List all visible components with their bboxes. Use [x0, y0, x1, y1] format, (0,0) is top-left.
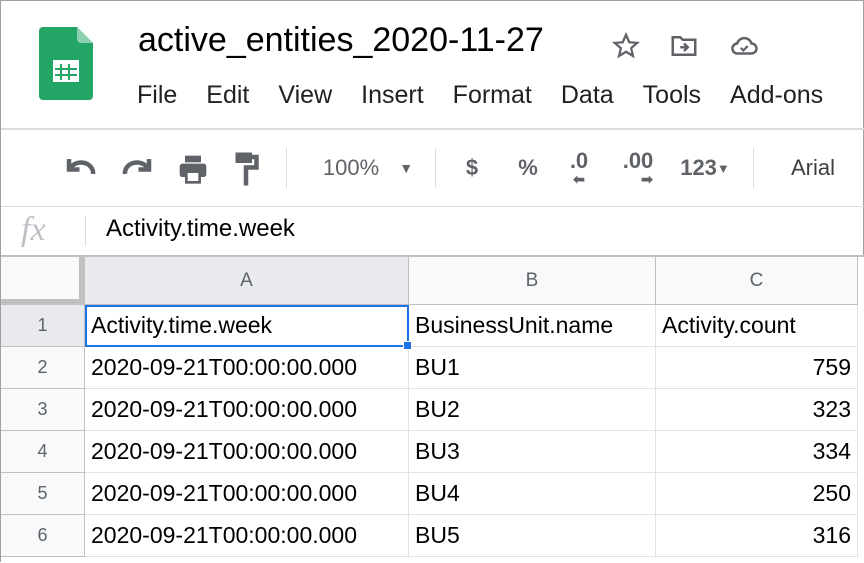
select-all-corner[interactable]	[1, 257, 85, 305]
menu-data[interactable]: Data	[560, 81, 614, 109]
cell[interactable]: 2020-09-21T00:00:00.000	[85, 389, 409, 431]
spreadsheet-grid: A B C 1 Activity.time.week BusinessUnit.na…	[1, 255, 864, 563]
arrow-right-icon: ➡	[641, 171, 653, 187]
print-icon[interactable]	[176, 153, 210, 185]
formula-input[interactable]: Activity.time.week	[106, 215, 295, 242]
menu-view[interactable]: View	[278, 81, 333, 109]
cell[interactable]: BusinessUnit.name	[409, 305, 656, 347]
cloud-saved-icon[interactable]	[729, 31, 759, 61]
selected-cell-outline	[85, 305, 409, 347]
divider	[1, 128, 864, 130]
row-header[interactable]: 5	[1, 473, 85, 515]
currency-button[interactable]: $	[465, 155, 479, 180]
increase-decimal-button[interactable]: .00 ➡	[622, 148, 654, 187]
cell[interactable]: 759	[656, 347, 858, 389]
column-header-b[interactable]: B	[409, 257, 656, 305]
row-header[interactable]: 6	[1, 515, 85, 557]
cell[interactable]: 250	[656, 473, 858, 515]
column-header-c[interactable]: C	[656, 257, 858, 305]
cell[interactable]: BU3	[409, 431, 656, 473]
sheets-logo[interactable]	[39, 27, 93, 100]
undo-icon[interactable]	[63, 153, 99, 183]
paint-format-icon[interactable]	[233, 151, 259, 187]
fx-icon: fx	[21, 211, 46, 248]
cell[interactable]: 2020-09-21T00:00:00.000	[85, 515, 409, 557]
separator	[85, 216, 86, 246]
cell[interactable]: BU1	[409, 347, 656, 389]
cell[interactable]: 2020-09-21T00:00:00.000	[85, 347, 409, 389]
divider	[1, 206, 864, 207]
chevron-down-icon: ▼	[716, 160, 730, 176]
menu-tools[interactable]: Tools	[642, 81, 702, 109]
cell[interactable]: Activity.count	[656, 305, 858, 347]
cell[interactable]: BU5	[409, 515, 656, 557]
menu-insert[interactable]: Insert	[361, 81, 424, 109]
separator	[753, 148, 754, 188]
cell[interactable]: 316	[656, 515, 858, 557]
percent-button[interactable]: %	[518, 155, 538, 180]
zoom-value: 100%	[322, 155, 380, 180]
row-header[interactable]: 4	[1, 431, 85, 473]
menu-addons[interactable]: Add-ons	[730, 81, 824, 109]
move-folder-icon[interactable]	[669, 31, 699, 61]
zoom-select[interactable]: 100% ▼	[313, 151, 423, 185]
font-select[interactable]: Arial	[790, 155, 835, 180]
document-title[interactable]: active_entities_2020-11-27	[138, 21, 544, 59]
cell[interactable]: 2020-09-21T00:00:00.000	[85, 431, 409, 473]
chevron-down-icon: ▼	[399, 160, 414, 176]
decrease-decimal-button[interactable]: .0 ⬅	[569, 148, 589, 187]
cell[interactable]: 2020-09-21T00:00:00.000	[85, 473, 409, 515]
row-header[interactable]: 3	[1, 389, 85, 431]
menu-format[interactable]: Format	[452, 81, 532, 109]
column-header-a[interactable]: A	[85, 257, 409, 305]
arrow-left-icon: ⬅	[573, 171, 585, 187]
fill-handle[interactable]	[403, 341, 412, 350]
star-icon[interactable]	[611, 31, 641, 61]
separator	[435, 148, 436, 188]
row-header[interactable]: 1	[1, 305, 85, 347]
menu-bar: File Edit View Insert Format Data Tools …	[137, 81, 852, 110]
cell[interactable]: 323	[656, 389, 858, 431]
cell[interactable]: BU4	[409, 473, 656, 515]
row-header[interactable]: 2	[1, 347, 85, 389]
menu-edit[interactable]: Edit	[206, 81, 250, 109]
menu-file[interactable]: File	[137, 81, 178, 109]
cell[interactable]: BU2	[409, 389, 656, 431]
redo-icon[interactable]	[119, 153, 155, 183]
more-formats-button[interactable]: 123 ▼	[680, 155, 730, 180]
cell[interactable]: 334	[656, 431, 858, 473]
separator	[286, 148, 287, 188]
